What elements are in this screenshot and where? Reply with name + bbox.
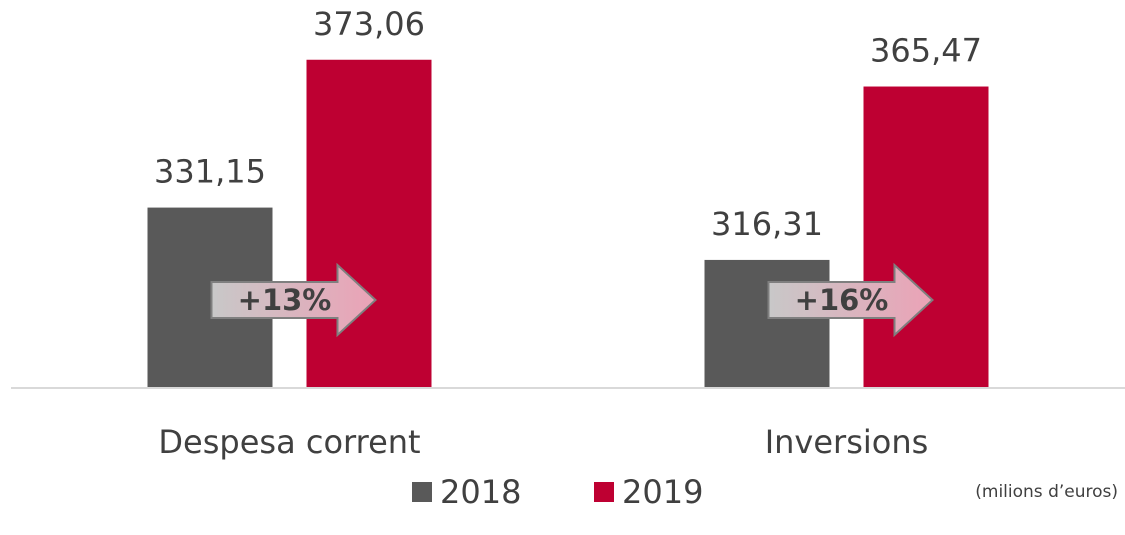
legend-swatch: [412, 482, 432, 502]
value-label: 316,31: [711, 205, 823, 243]
x-tick-label: Inversions: [765, 423, 929, 461]
legend-swatch: [594, 482, 614, 502]
growth-arrow: [767, 262, 934, 338]
growth-arrow: [210, 262, 377, 338]
growth-label: +16%: [795, 283, 889, 317]
unit-note: (milions d’euros): [975, 482, 1118, 502]
value-label: 331,15: [154, 153, 266, 191]
bar: [306, 59, 432, 388]
x-tick-label: Despesa corrent: [158, 423, 420, 461]
bar: [863, 86, 989, 389]
value-label: 365,47: [870, 32, 982, 70]
growth-label: +13%: [238, 283, 332, 317]
legend-label: 2019: [622, 473, 703, 511]
legend-label: 2018: [440, 473, 521, 511]
value-label: 373,06: [313, 5, 425, 43]
bar: [704, 259, 830, 388]
